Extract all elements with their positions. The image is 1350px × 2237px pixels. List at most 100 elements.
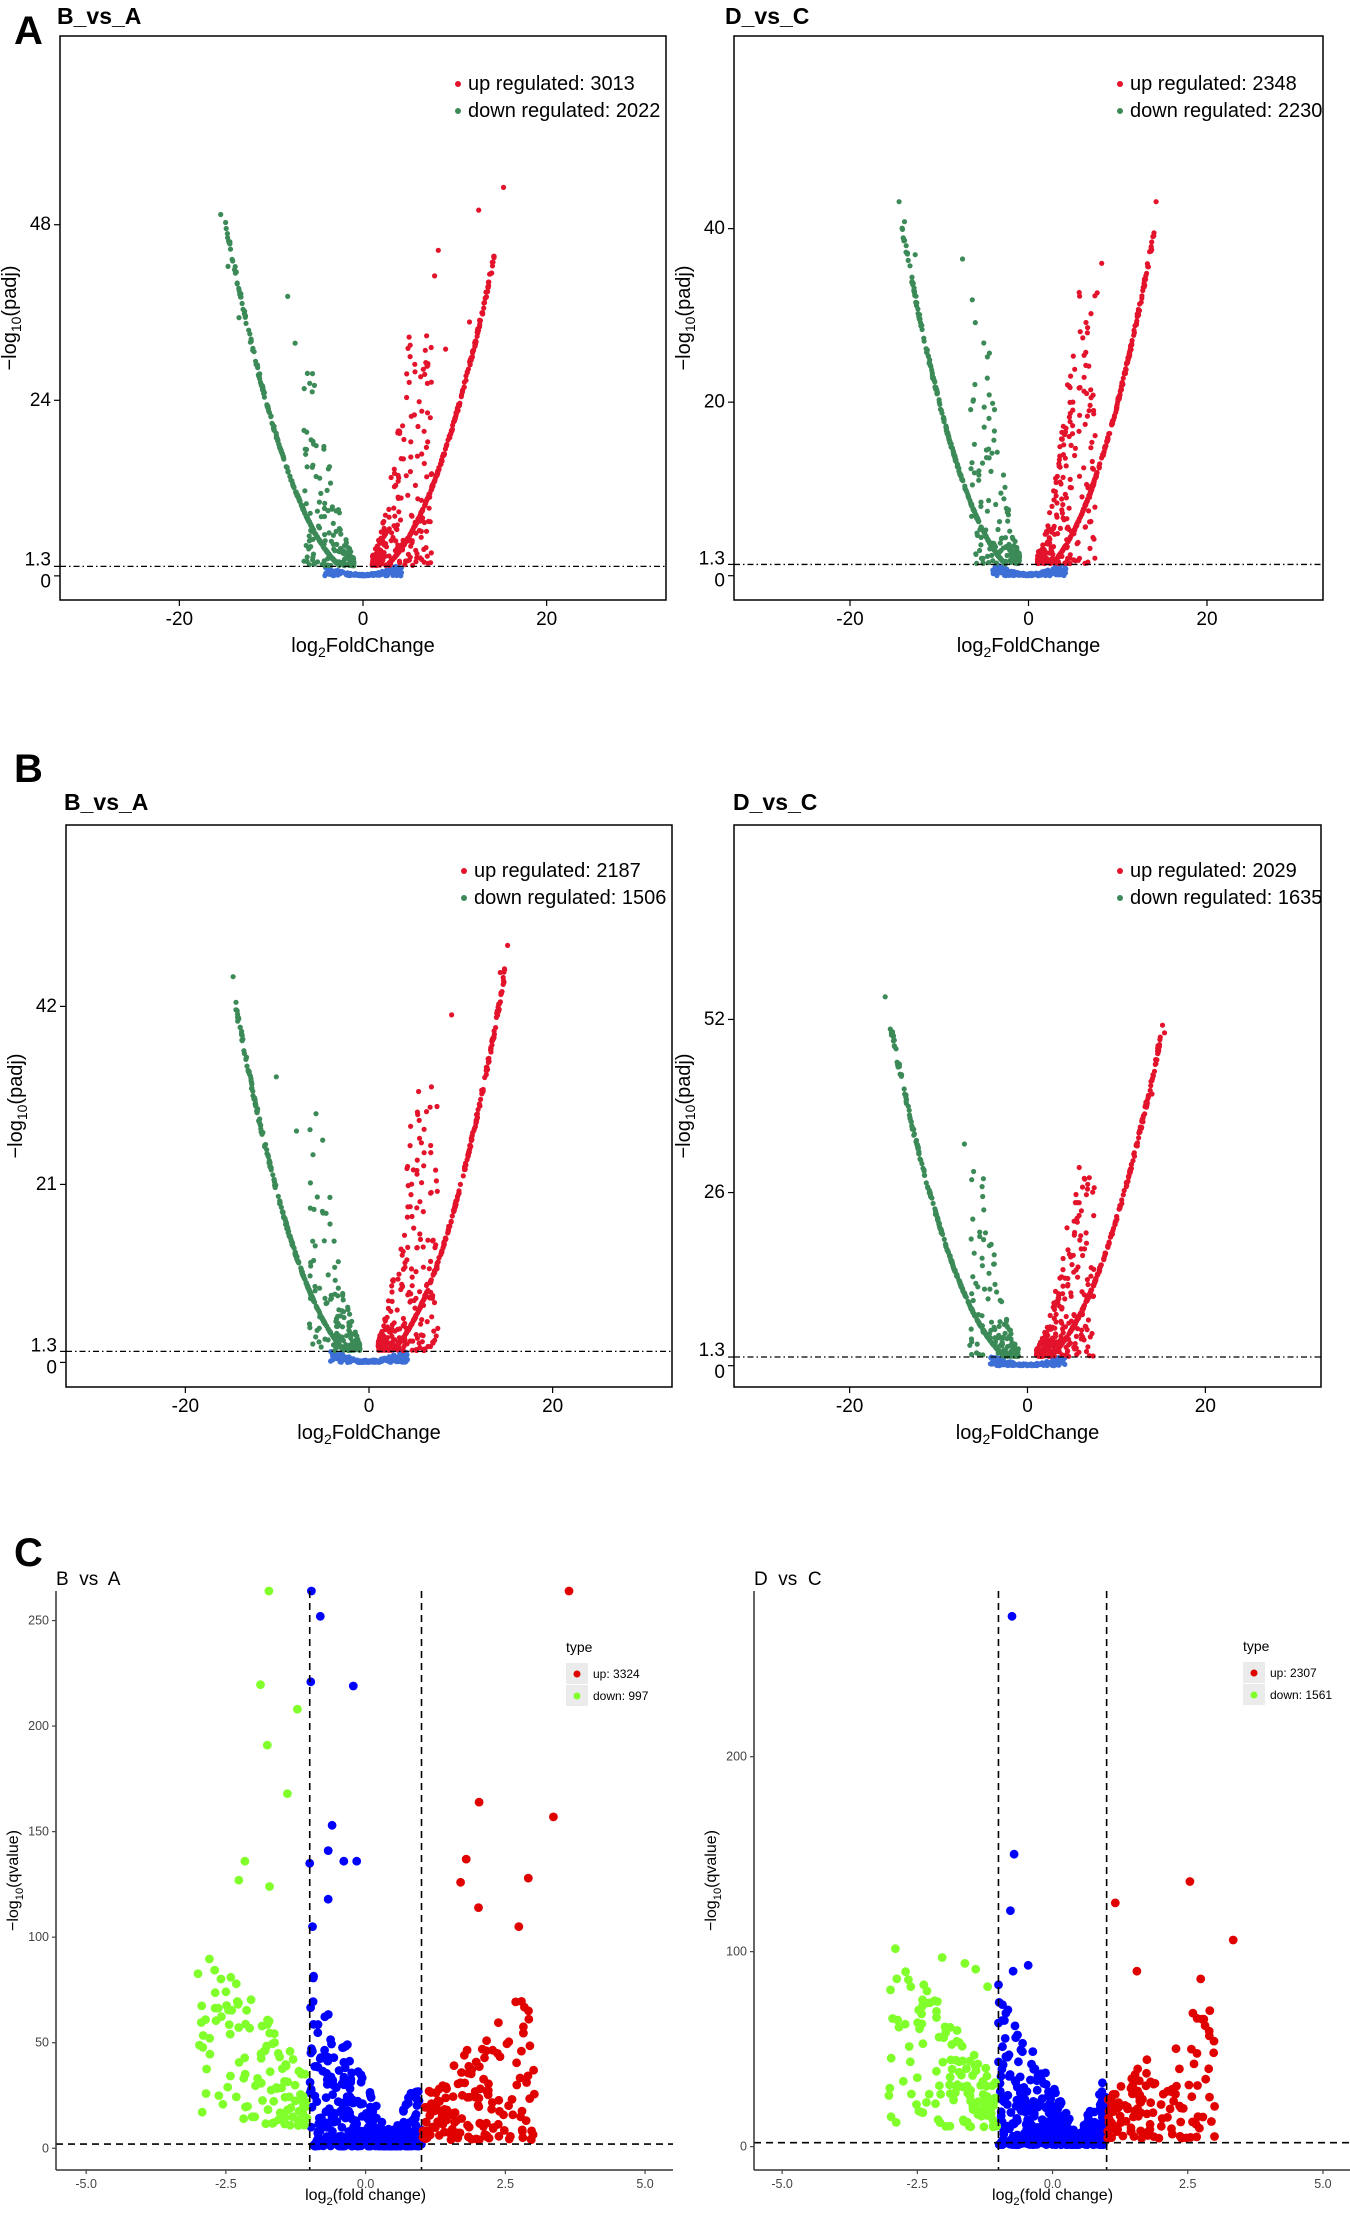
point-down — [958, 1284, 965, 1290]
point-up — [397, 560, 403, 566]
point-up — [1047, 536, 1053, 542]
point-up — [398, 456, 404, 462]
point-up — [1082, 1323, 1088, 1329]
point-up — [1067, 560, 1073, 567]
point-down — [202, 2064, 212, 2074]
point-ns — [411, 2111, 420, 2121]
point-down — [981, 424, 987, 430]
point-up — [1149, 239, 1155, 245]
point-down — [310, 554, 316, 560]
point-ns — [384, 572, 390, 578]
point-down — [913, 299, 919, 305]
x-tick-label: 20 — [536, 609, 557, 630]
point-up — [1122, 370, 1128, 376]
point-down — [304, 429, 310, 435]
point-up — [380, 557, 386, 563]
point-down — [236, 315, 242, 321]
point-up — [1080, 1252, 1086, 1259]
point-down — [944, 1246, 950, 1252]
point-up — [1117, 1204, 1123, 1210]
y-tick-label: 24 — [30, 390, 52, 411]
point-up — [1056, 1348, 1062, 1354]
point-up — [1092, 1278, 1098, 1284]
volcano-plot-3: -20 0 2001.32142log2FoldChange−log10(padj)… — [5, 824, 673, 1447]
point-down — [350, 1338, 356, 1344]
point-ns — [312, 2061, 321, 2071]
point-up — [422, 347, 428, 353]
point-up — [1156, 1047, 1162, 1054]
point-up — [529, 2065, 538, 2075]
point-down — [325, 508, 331, 514]
point-up — [391, 466, 397, 472]
point-up — [381, 1339, 387, 1345]
axis-title-text: FoldChange — [332, 1422, 441, 1444]
point-up — [497, 969, 503, 976]
point-up — [381, 525, 387, 531]
point-down — [989, 450, 995, 456]
point-down — [338, 531, 344, 537]
point-down — [303, 501, 309, 507]
point-up — [409, 1213, 415, 1220]
point-up — [1066, 383, 1072, 389]
point-up — [421, 1163, 427, 1169]
point-ns — [330, 2110, 339, 2119]
point-up — [476, 1101, 482, 1107]
point-up — [1055, 559, 1061, 565]
point-up — [525, 2041, 535, 2051]
point-down — [327, 1221, 333, 1227]
point-up — [408, 543, 414, 549]
point-up — [408, 1298, 414, 1304]
point-ns — [346, 2077, 356, 2087]
point-up — [1052, 1333, 1058, 1340]
point-down — [298, 502, 304, 508]
point-up — [430, 1271, 436, 1277]
point-down — [329, 506, 335, 512]
point-up — [472, 343, 478, 349]
point-up — [435, 1259, 441, 1265]
point-down — [984, 375, 990, 381]
point-up — [382, 553, 388, 559]
point-down — [268, 2119, 277, 2128]
point-up — [423, 1109, 430, 1115]
point-up — [463, 2093, 472, 2102]
point-down — [221, 1987, 231, 1997]
point-down — [351, 559, 357, 565]
point-ns — [329, 2053, 339, 2063]
point-up — [1129, 337, 1135, 344]
point-up — [394, 1307, 400, 1313]
point-up — [1068, 485, 1074, 491]
point-up — [417, 1289, 423, 1295]
point-up — [1090, 1293, 1097, 1299]
point-down — [986, 415, 992, 421]
point-up — [1062, 1275, 1068, 1281]
point-down — [976, 1351, 982, 1357]
point-up — [1084, 1186, 1091, 1192]
point-up — [1072, 445, 1078, 451]
x-tick-label: 20 — [1196, 609, 1217, 630]
axis-title-text: log — [957, 635, 984, 657]
point-down — [254, 1110, 260, 1116]
point-up — [1131, 1151, 1137, 1157]
point-up — [428, 1258, 434, 1264]
point-down — [324, 1300, 330, 1306]
point-down — [263, 2105, 273, 2115]
point-down — [980, 1193, 986, 1200]
point-up — [430, 1238, 436, 1244]
point-down — [976, 477, 982, 483]
point-up — [421, 460, 427, 467]
point-ns — [404, 2093, 413, 2103]
point-up — [445, 1229, 451, 1235]
point-up — [1047, 1312, 1053, 1319]
point-down — [983, 534, 990, 540]
point-ns — [353, 2067, 363, 2077]
point-up — [427, 519, 433, 525]
point-down — [327, 480, 334, 486]
point-up — [414, 1347, 420, 1354]
point-up — [428, 1084, 434, 1090]
point-down — [979, 1323, 986, 1329]
point-up — [1084, 1277, 1090, 1283]
panel-letter-a: A — [14, 9, 43, 53]
point-down — [211, 2016, 221, 2026]
point-down — [316, 499, 322, 505]
point-down — [292, 340, 298, 346]
